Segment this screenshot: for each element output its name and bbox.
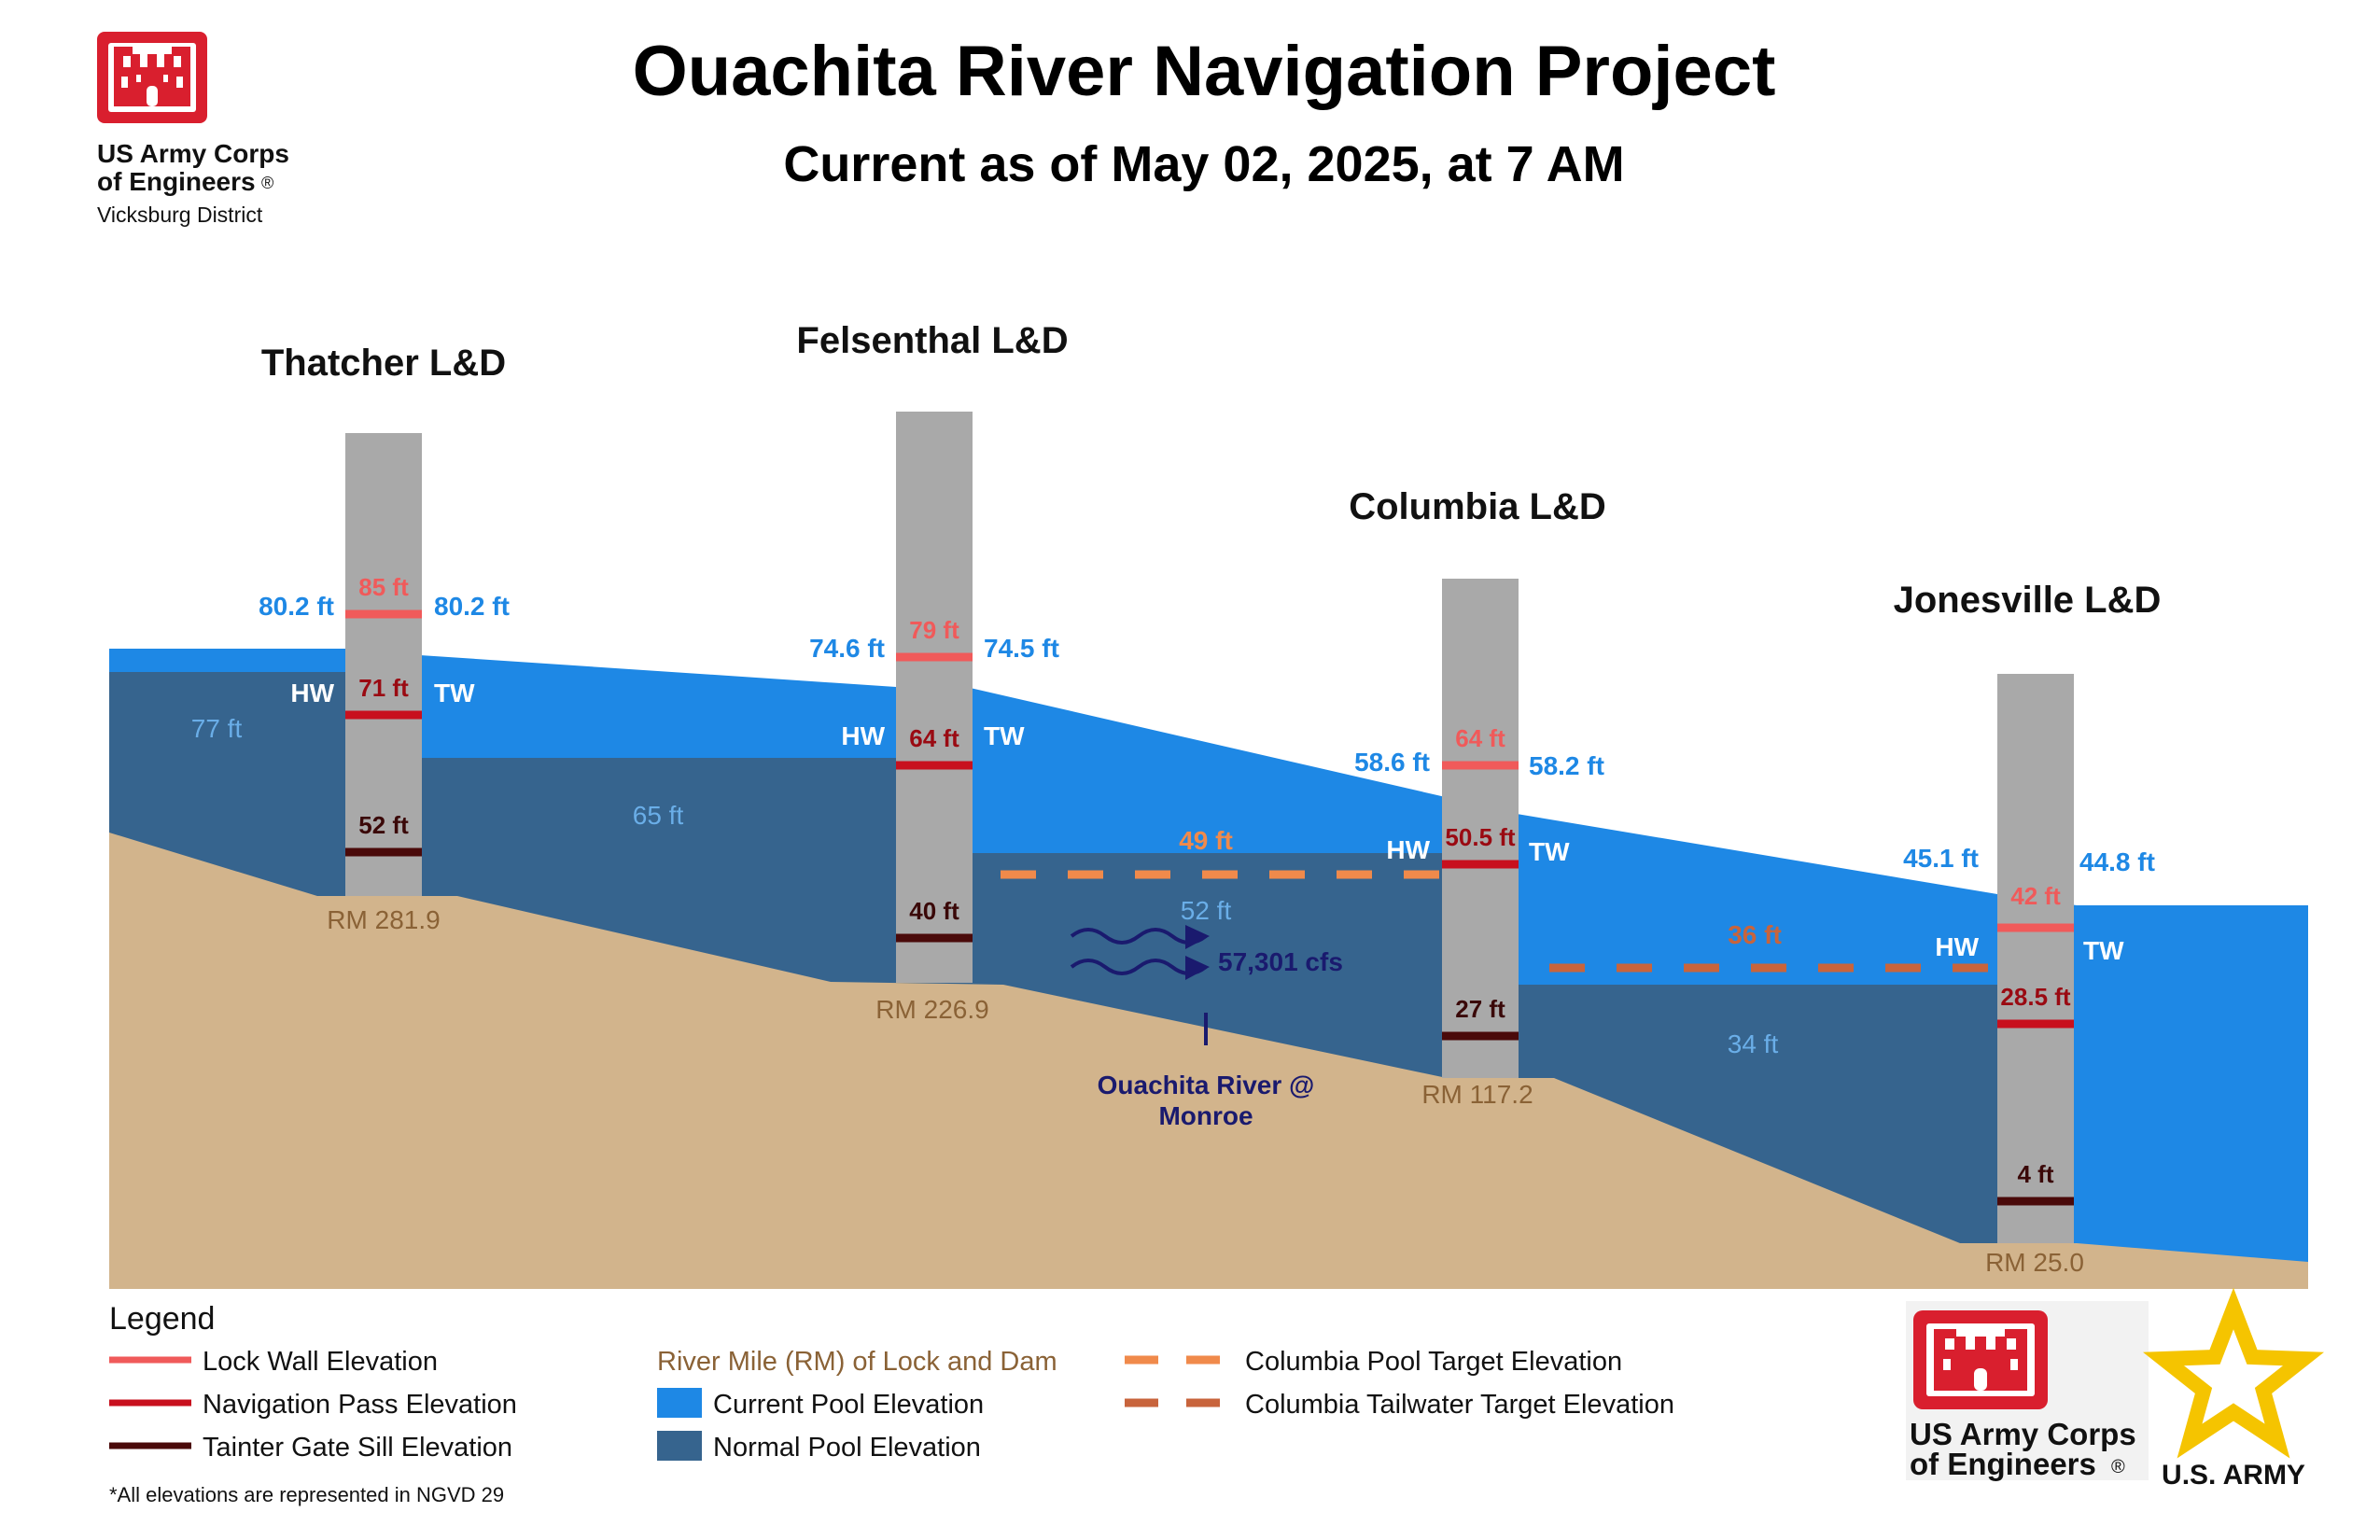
us-army-logo: U.S. ARMY xyxy=(2142,1287,2325,1491)
normal-pool-thatcher: 77 ft xyxy=(191,714,243,743)
legend-pool-target: Columbia Pool Target Elevation xyxy=(1245,1347,1622,1377)
usace-logo-top xyxy=(97,32,207,123)
legend-swatch-normal-pool xyxy=(657,1431,702,1461)
legend-tailwater-target: Columbia Tailwater Target Elevation xyxy=(1245,1390,1674,1420)
lock-wall-value: 79 ft xyxy=(909,616,959,644)
lock-name-thatcher: Thatcher L&D xyxy=(261,343,506,384)
river-mile: RM 226.9 xyxy=(875,995,988,1024)
tw-elevation: 80.2 ft xyxy=(434,592,510,621)
gauge-name-line2: Monroe xyxy=(1158,1101,1253,1130)
lock-tower xyxy=(896,412,973,983)
nav-pass-value: 50.5 ft xyxy=(1445,823,1515,851)
nav-pass-value: 71 ft xyxy=(358,674,409,702)
hw-label: HW xyxy=(290,679,334,707)
sill-value: 4 ft xyxy=(2018,1160,2054,1188)
legend-river-mile: River Mile (RM) of Lock and Dam xyxy=(657,1347,1057,1377)
lock-jonesville xyxy=(1997,674,2074,1243)
tw-label: TW xyxy=(2083,936,2124,965)
sill-value: 40 ft xyxy=(909,897,959,925)
hw-elevation: 74.6 ft xyxy=(809,634,885,663)
legend-sill: Tainter Gate Sill Elevation xyxy=(203,1433,512,1463)
hw-label: HW xyxy=(1386,835,1430,864)
legend-nav-pass: Navigation Pass Elevation xyxy=(203,1390,517,1420)
tw-label: TW xyxy=(984,721,1025,750)
hw-label: HW xyxy=(1935,932,1979,961)
nav-pass-value: 64 ft xyxy=(909,724,959,752)
lock-thatcher xyxy=(345,433,422,896)
legend-normal-pool: Normal Pool Elevation xyxy=(713,1433,981,1463)
legend: Legend Lock Wall Elevation Navigation Pa… xyxy=(109,1301,1674,1506)
ground-area xyxy=(109,833,2308,1289)
tw-elevation: 44.8 ft xyxy=(2079,847,2155,876)
tw-elevation: 74.5 ft xyxy=(984,634,1059,663)
columbia-tailwater-target-value: 36 ft xyxy=(1728,920,1782,949)
tw-elevation: 58.2 ft xyxy=(1529,751,1604,780)
river-mile: RM 25.0 xyxy=(1985,1248,2084,1277)
hw-elevation: 45.1 ft xyxy=(1903,844,1979,873)
river-profile xyxy=(109,649,2308,1289)
lock-name-felsenthal: Felsenthal L&D xyxy=(796,320,1068,361)
columbia-pool-target-value: 49 ft xyxy=(1179,826,1233,855)
lock-tower xyxy=(1442,579,1519,1078)
hw-elevation: 58.6 ft xyxy=(1354,748,1430,777)
footer-org-line2: of Engineers xyxy=(1910,1447,2096,1481)
river-mile: RM 281.9 xyxy=(327,905,440,934)
legend-lock-wall: Lock Wall Elevation xyxy=(203,1347,438,1377)
page-subtitle: Current as of May 02, 2025, at 7 AM xyxy=(783,136,1624,192)
org-district: Vicksburg District xyxy=(97,203,263,227)
tw-label: TW xyxy=(434,679,475,707)
gauge-name-line1: Ouachita River @ xyxy=(1098,1071,1315,1099)
flow-icon xyxy=(1070,925,1210,1045)
star-icon xyxy=(2142,1287,2325,1459)
footer-org-line1: US Army Corps xyxy=(1910,1417,2136,1451)
lock-name-jonesville: Jonesville L&D xyxy=(1894,580,2162,621)
lock-tower xyxy=(345,433,422,896)
normal-pool-columbia: 52 ft xyxy=(1181,896,1232,925)
hw-elevation: 80.2 ft xyxy=(259,592,334,621)
lock-tower xyxy=(1997,674,2074,1243)
nav-pass-value: 28.5 ft xyxy=(2000,983,2070,1011)
normal-pool-jonesville: 34 ft xyxy=(1728,1029,1779,1058)
legend-footnote: *All elevations are represented in NGVD … xyxy=(109,1483,504,1506)
page-title: Ouachita River Navigation Project xyxy=(633,32,1776,111)
lock-wall-value: 64 ft xyxy=(1455,724,1505,752)
normal-pool-felsenthal: 65 ft xyxy=(633,801,684,830)
usace-logo-bottom: US Army Corps of Engineers ® xyxy=(1906,1301,2149,1481)
lock-name-columbia: Columbia L&D xyxy=(1349,486,1606,527)
sill-value: 27 ft xyxy=(1455,995,1505,1023)
legend-current-pool: Current Pool Elevation xyxy=(713,1390,984,1420)
army-wordmark: U.S. ARMY xyxy=(2162,1460,2305,1491)
tw-label: TW xyxy=(1529,837,1570,866)
sill-value: 52 ft xyxy=(358,811,409,839)
legend-title: Legend xyxy=(109,1301,215,1337)
registered-mark: ® xyxy=(261,174,273,192)
lock-columbia xyxy=(1442,579,1519,1078)
lock-felsenthal xyxy=(896,412,973,983)
legend-swatch-current-pool xyxy=(657,1388,702,1418)
footer-registered-mark: ® xyxy=(2111,1457,2125,1477)
lock-wall-value: 85 ft xyxy=(358,573,409,601)
org-name-line2: of Engineers xyxy=(97,167,256,196)
lock-wall-value: 42 ft xyxy=(2010,882,2061,910)
org-name-line1: US Army Corps xyxy=(97,139,289,168)
hw-label: HW xyxy=(841,721,885,750)
river-mile: RM 117.2 xyxy=(1421,1080,1533,1109)
flow-value: 57,301 cfs xyxy=(1218,947,1343,976)
